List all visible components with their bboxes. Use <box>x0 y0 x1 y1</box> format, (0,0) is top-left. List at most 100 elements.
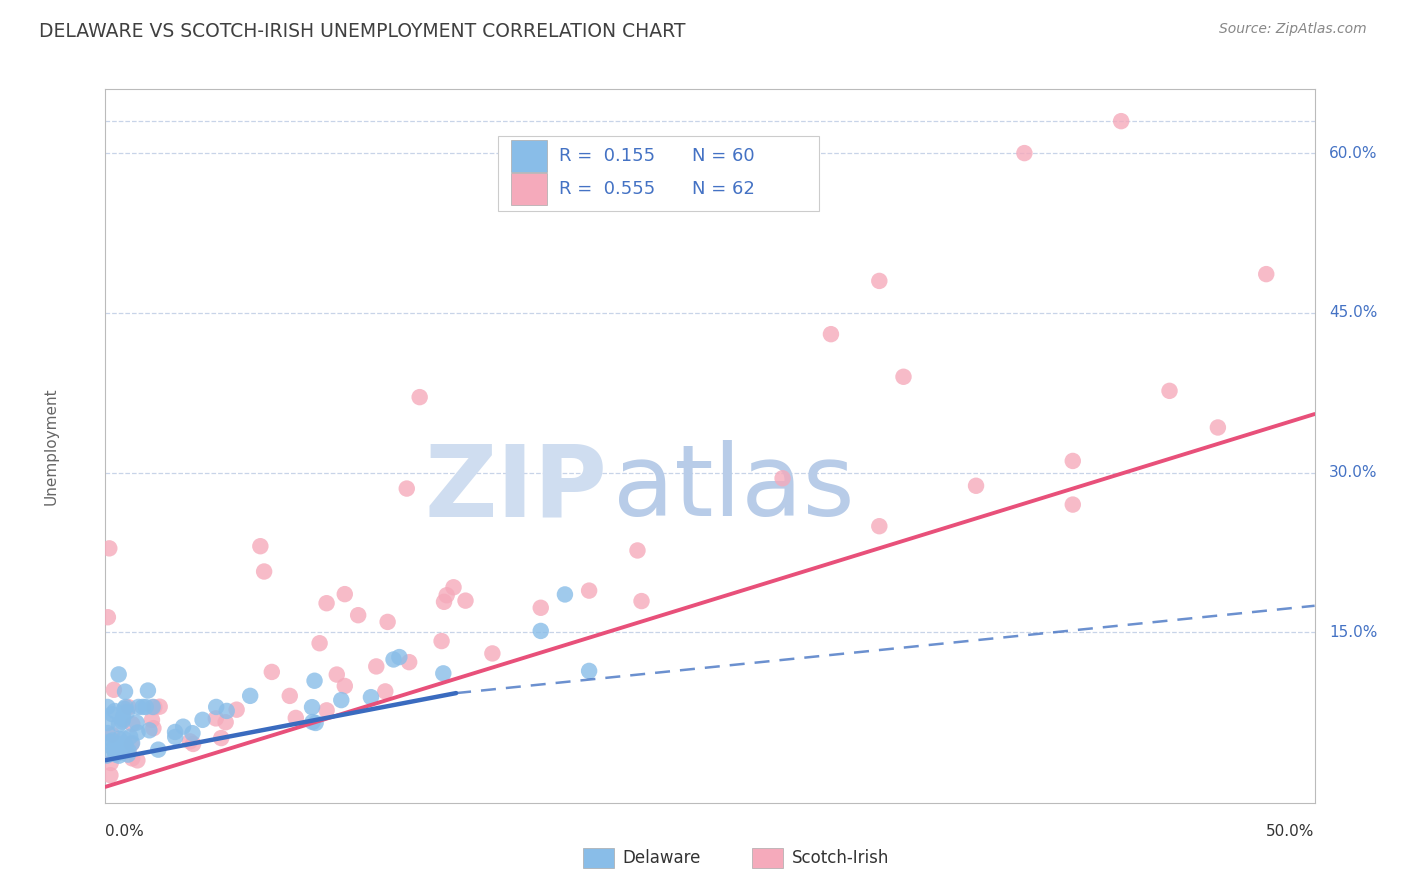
Scotch-Irish <box>626 543 648 558</box>
Scotch-Irish <box>98 541 121 556</box>
Delaware <box>205 700 228 714</box>
Delaware <box>103 743 125 757</box>
Delaware <box>127 700 149 714</box>
Scotch-Irish <box>868 519 890 533</box>
Delaware <box>107 667 129 681</box>
Delaware <box>111 710 134 724</box>
Delaware <box>127 725 149 739</box>
Delaware <box>330 693 353 707</box>
Scotch-Irish <box>149 699 172 714</box>
Scotch-Irish <box>1062 454 1084 468</box>
Delaware <box>132 700 155 714</box>
Scotch-Irish <box>430 634 453 648</box>
Delaware <box>101 707 124 722</box>
Scotch-Irish <box>772 471 794 485</box>
Delaware <box>120 730 142 744</box>
Scotch-Irish <box>214 715 236 730</box>
Delaware <box>165 730 187 744</box>
Scotch-Irish <box>121 737 143 751</box>
Scotch-Irish <box>142 721 165 735</box>
Scotch-Irish <box>436 588 458 602</box>
Text: R =  0.155: R = 0.155 <box>560 146 655 164</box>
Delaware <box>117 744 139 758</box>
Delaware <box>111 713 134 727</box>
Text: 15.0%: 15.0% <box>1329 625 1378 640</box>
Text: atlas: atlas <box>613 441 855 537</box>
Delaware <box>111 714 134 729</box>
Delaware <box>530 624 553 638</box>
Delaware <box>191 713 214 727</box>
Scotch-Irish <box>347 608 370 623</box>
Scotch-Irish <box>103 682 125 697</box>
Text: N = 62: N = 62 <box>692 180 755 198</box>
Scotch-Irish <box>374 684 396 698</box>
Scotch-Irish <box>249 539 271 553</box>
Delaware <box>301 714 323 729</box>
Delaware <box>121 736 143 750</box>
Scotch-Irish <box>578 583 600 598</box>
Scotch-Irish <box>366 659 388 673</box>
Delaware <box>101 741 124 756</box>
Delaware <box>101 733 124 747</box>
Delaware <box>112 737 135 751</box>
Scotch-Irish <box>965 479 987 493</box>
Scotch-Irish <box>308 636 330 650</box>
Text: 50.0%: 50.0% <box>1267 824 1315 839</box>
Scotch-Irish <box>893 369 915 384</box>
Scotch-Irish <box>395 482 418 496</box>
Text: ZIP: ZIP <box>425 441 607 537</box>
Text: 0.0%: 0.0% <box>105 824 145 839</box>
Delaware <box>108 717 131 731</box>
Scotch-Irish <box>326 667 349 681</box>
Delaware <box>112 702 135 716</box>
Delaware <box>96 700 118 714</box>
Delaware <box>96 748 118 763</box>
Delaware <box>304 715 326 730</box>
Scotch-Irish <box>443 580 465 594</box>
Delaware <box>388 650 411 665</box>
Delaware <box>125 715 148 730</box>
Scotch-Irish <box>141 713 163 727</box>
Scotch-Irish <box>181 737 204 751</box>
Delaware <box>142 700 165 714</box>
Scotch-Irish <box>315 703 337 717</box>
Delaware <box>215 704 238 718</box>
Scotch-Irish <box>143 700 166 714</box>
Delaware <box>105 741 128 756</box>
Delaware <box>239 689 262 703</box>
Delaware <box>172 720 194 734</box>
Scotch-Irish <box>127 753 149 767</box>
Delaware <box>115 705 138 719</box>
Scotch-Irish <box>225 703 247 717</box>
Delaware <box>114 739 136 753</box>
Text: N = 60: N = 60 <box>692 146 755 164</box>
Scotch-Irish <box>868 274 890 288</box>
Text: R =  0.555: R = 0.555 <box>560 180 655 198</box>
Delaware <box>112 731 135 746</box>
Scotch-Irish <box>1206 420 1229 434</box>
Scotch-Irish <box>630 594 652 608</box>
Scotch-Irish <box>1014 146 1036 161</box>
Scotch-Irish <box>398 655 420 669</box>
Delaware <box>104 747 127 762</box>
Scotch-Irish <box>100 756 122 770</box>
Scotch-Irish <box>97 610 120 624</box>
Scotch-Irish <box>377 615 399 629</box>
Delaware <box>136 683 159 698</box>
Scotch-Irish <box>315 596 337 610</box>
Scotch-Irish <box>121 717 143 731</box>
Delaware <box>382 652 405 666</box>
Delaware <box>107 746 129 760</box>
Scotch-Irish <box>454 593 477 607</box>
Delaware <box>104 704 127 718</box>
Delaware <box>181 726 204 740</box>
Scotch-Irish <box>101 728 124 742</box>
Delaware <box>304 673 326 688</box>
Delaware <box>114 684 136 698</box>
Scotch-Irish <box>333 679 356 693</box>
Scotch-Irish <box>481 647 503 661</box>
Bar <box>498 136 818 211</box>
Delaware <box>117 747 139 762</box>
Scotch-Irish <box>205 711 228 725</box>
Scotch-Irish <box>1062 498 1084 512</box>
